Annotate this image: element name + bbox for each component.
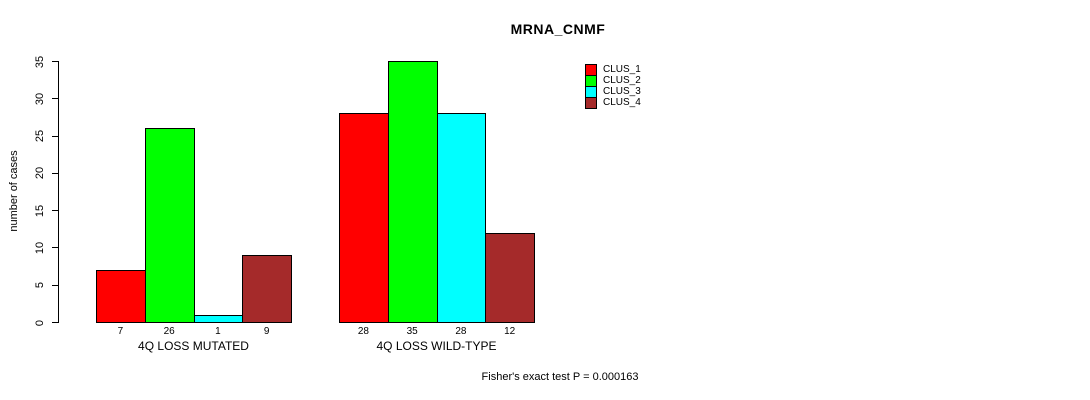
y-axis-tick bbox=[52, 135, 58, 137]
bar-clus_3 bbox=[193, 314, 244, 323]
legend-label: CLUS_2 bbox=[603, 75, 641, 86]
legend-item: CLUS_4 bbox=[585, 96, 641, 109]
y-axis-tick bbox=[52, 98, 58, 100]
legend-label: CLUS_4 bbox=[603, 97, 641, 108]
bar-value-label: 12 bbox=[504, 326, 516, 337]
chart-title: MRNA_CNMF bbox=[510, 21, 606, 37]
y-axis-tick-label: 10 bbox=[34, 241, 46, 255]
y-axis-tick-label: 20 bbox=[34, 167, 46, 180]
y-axis-tick-label: 30 bbox=[34, 92, 46, 105]
bar-value-label: 28 bbox=[357, 326, 369, 337]
y-axis-tick-label: 35 bbox=[34, 55, 46, 68]
y-axis-tick bbox=[52, 322, 58, 323]
legend: CLUS_1 CLUS_2 CLUS_3 CLUS_4 bbox=[585, 63, 641, 109]
y-axis-tick bbox=[52, 247, 58, 249]
bar-clus_3 bbox=[436, 113, 487, 323]
legend-label: CLUS_1 bbox=[603, 64, 641, 75]
y-axis-tick-label: 25 bbox=[34, 129, 46, 143]
y-axis-tick-label: 0 bbox=[34, 319, 46, 326]
y-axis-tick bbox=[52, 61, 58, 62]
y-axis-tick-label: 5 bbox=[34, 282, 46, 289]
bar-value-label: 28 bbox=[455, 326, 467, 337]
bar-value-label: 35 bbox=[406, 326, 418, 337]
bar-clus_1 bbox=[96, 269, 146, 323]
legend-swatch bbox=[585, 96, 597, 109]
fisher-test-annotation: Fisher's exact test P = 0.000163 bbox=[481, 371, 639, 383]
bar-clus_2 bbox=[387, 61, 438, 323]
x-axis-group-label: 4Q LOSS WILD-TYPE bbox=[376, 339, 497, 353]
y-axis-tick bbox=[52, 284, 58, 286]
legend-item: CLUS_2 bbox=[585, 74, 641, 87]
y-axis-tick bbox=[52, 172, 58, 174]
bar-clus_2 bbox=[144, 128, 195, 323]
bar-clus_1 bbox=[339, 113, 389, 323]
bar-value-label: 7 bbox=[117, 326, 124, 337]
bar-value-label: 1 bbox=[215, 326, 221, 337]
bar-clus_4 bbox=[242, 254, 292, 323]
x-axis-group-label: 4Q LOSS MUTATED bbox=[138, 339, 249, 353]
y-axis-line bbox=[58, 61, 59, 323]
legend-item: CLUS_3 bbox=[585, 85, 641, 98]
y-axis-tick-label: 15 bbox=[34, 204, 46, 217]
legend-label: CLUS_3 bbox=[603, 86, 641, 97]
legend-item: CLUS_1 bbox=[585, 63, 641, 76]
bar-clus_4 bbox=[485, 232, 535, 323]
y-axis-tick bbox=[52, 210, 58, 212]
bar-value-label: 26 bbox=[163, 326, 175, 337]
bar-value-label: 9 bbox=[263, 326, 270, 337]
